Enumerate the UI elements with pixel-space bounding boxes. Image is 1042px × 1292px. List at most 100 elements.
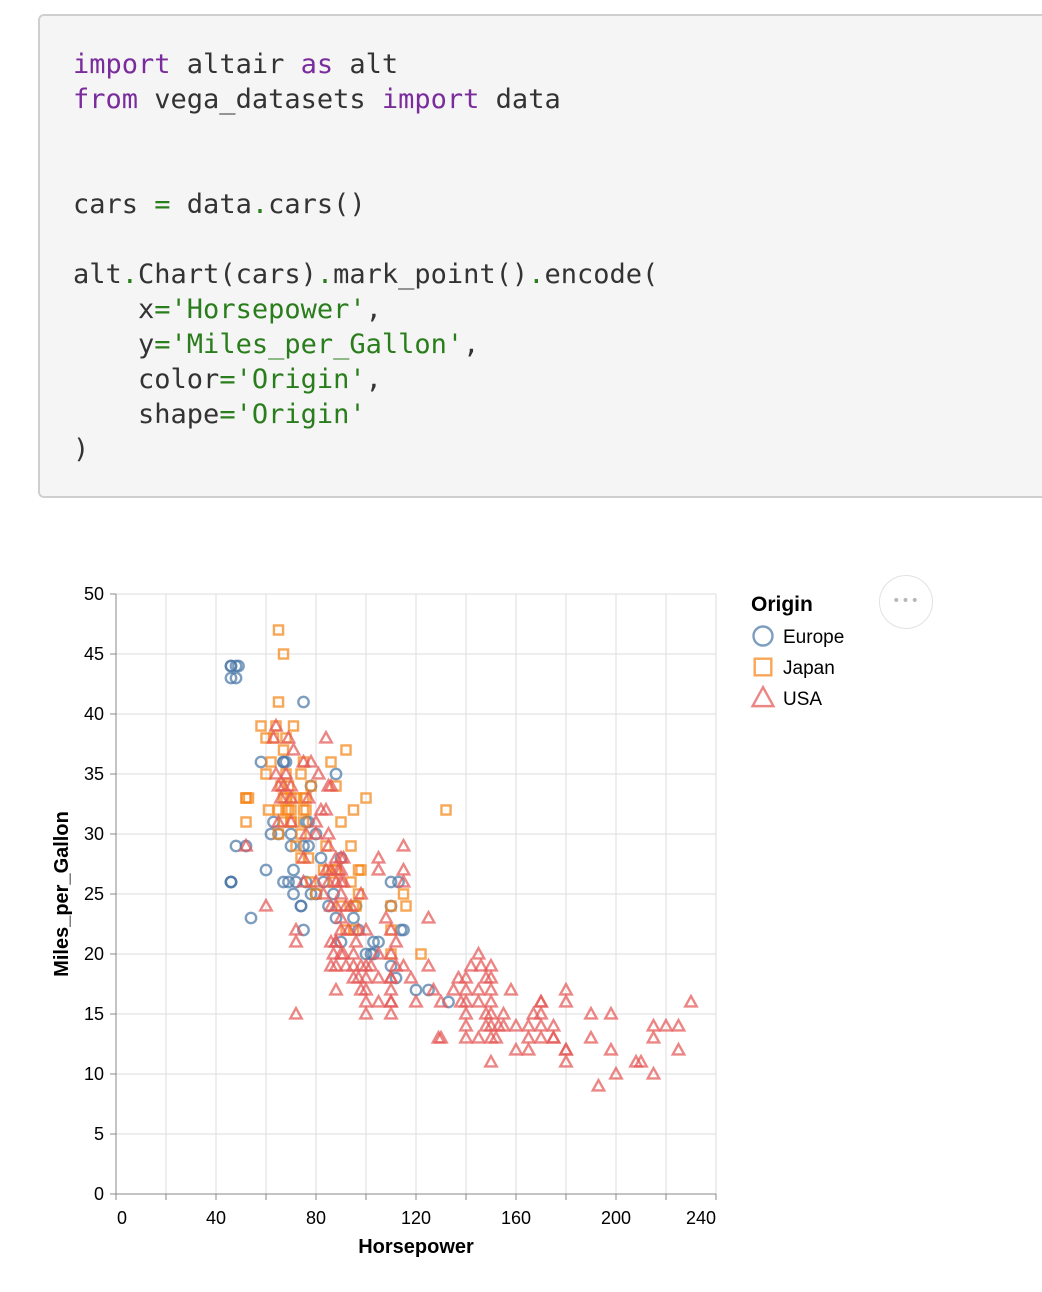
- data-point: [358, 981, 374, 996]
- data-point: [260, 732, 272, 744]
- data-point: [503, 981, 519, 996]
- data-point: [343, 897, 359, 912]
- data-point: [317, 875, 330, 889]
- data-point: [358, 921, 374, 936]
- data-point: [240, 792, 252, 804]
- code-token: =: [219, 364, 236, 395]
- data-point: [329, 911, 343, 925]
- data-point: [285, 816, 297, 828]
- data-point: [384, 959, 398, 973]
- data-point: [297, 816, 310, 828]
- data-point: [300, 789, 317, 804]
- data-point: [270, 720, 282, 732]
- data-point: [633, 1053, 649, 1068]
- data-point: [240, 816, 252, 828]
- y-axis-title: Miles_per_Gallon: [51, 811, 73, 977]
- data-point: [478, 1017, 494, 1032]
- x-tick-label: 0: [117, 1208, 127, 1228]
- data-point: [283, 789, 299, 804]
- data-point: [277, 816, 290, 828]
- data-point: [340, 921, 357, 936]
- y-tick-label: 40: [84, 704, 104, 724]
- data-point: [328, 873, 344, 888]
- data-point: [450, 969, 467, 984]
- data-point: [270, 777, 287, 792]
- data-point: [608, 1065, 624, 1080]
- data-point: [290, 840, 302, 852]
- y-tick-label: 25: [84, 884, 104, 904]
- code-editor[interactable]: import altair as alt from vega_datasets …: [73, 47, 658, 467]
- data-point: [433, 1029, 449, 1044]
- data-point: [383, 945, 399, 960]
- data-point: [338, 957, 354, 972]
- data-point: [277, 755, 290, 769]
- code-token: ,: [463, 329, 480, 360]
- data-point: [345, 840, 357, 852]
- data-point: [370, 993, 387, 1008]
- data-point: [302, 839, 315, 853]
- data-point: [350, 921, 367, 936]
- data-point: [409, 983, 423, 997]
- data-point: [495, 1017, 512, 1032]
- data-point: [305, 876, 317, 888]
- data-point: [545, 1017, 562, 1032]
- data-point: [224, 875, 238, 889]
- data-point: [333, 945, 349, 960]
- data-point: [603, 1005, 619, 1020]
- data-point: [388, 957, 404, 972]
- data-point: [352, 864, 365, 876]
- data-point: [397, 888, 410, 900]
- data-point: [470, 945, 487, 960]
- data-point: [583, 1029, 599, 1044]
- data-point: [370, 849, 387, 864]
- data-point: [272, 624, 285, 636]
- data-point: [440, 804, 452, 816]
- code-token: color: [73, 364, 220, 395]
- data-point: [298, 825, 314, 840]
- data-point: [483, 1005, 499, 1020]
- data-point: [347, 911, 360, 925]
- code-token: import: [73, 49, 171, 80]
- series-europe: [224, 659, 455, 1009]
- data-point: [348, 933, 364, 948]
- data-point: [590, 1077, 607, 1092]
- data-point: [508, 1017, 524, 1032]
- code-token: from: [73, 84, 139, 115]
- data-point: [385, 924, 397, 936]
- data-point: [658, 1017, 674, 1032]
- data-point: [353, 885, 369, 900]
- data-point: [325, 945, 342, 960]
- data-point: [333, 861, 349, 876]
- data-point: [383, 981, 399, 996]
- data-point: [415, 948, 427, 960]
- data-point: [295, 852, 307, 864]
- data-point: [323, 933, 339, 948]
- data-point: [273, 789, 289, 804]
- y-tick-label: 30: [84, 824, 104, 844]
- code-cell[interactable]: import altair as alt from vega_datasets …: [38, 14, 1042, 498]
- data-point: [628, 1053, 644, 1068]
- data-point: [315, 885, 332, 900]
- data-point: [333, 849, 349, 864]
- data-point: [385, 900, 397, 912]
- data-point: [275, 777, 292, 792]
- data-point: [297, 756, 310, 768]
- data-point: [295, 873, 312, 888]
- legend-title: Origin: [751, 593, 813, 616]
- code-token: encode(: [544, 259, 659, 290]
- data-point: [309, 827, 323, 841]
- data-point: [483, 993, 499, 1008]
- data-point: [470, 981, 487, 996]
- code-line: from vega_datasets import data: [73, 84, 561, 115]
- x-tick-label: 160: [501, 1208, 531, 1228]
- code-token: alt: [333, 49, 399, 80]
- data-point: [268, 717, 284, 732]
- data-point: [279, 755, 293, 769]
- data-point: [260, 768, 272, 780]
- data-point: [670, 1017, 687, 1032]
- data-point: [294, 899, 308, 913]
- code-token: =: [154, 189, 171, 220]
- data-point: [458, 981, 474, 996]
- chart-actions-menu-button[interactable]: •••: [879, 575, 933, 629]
- data-point: [328, 933, 344, 948]
